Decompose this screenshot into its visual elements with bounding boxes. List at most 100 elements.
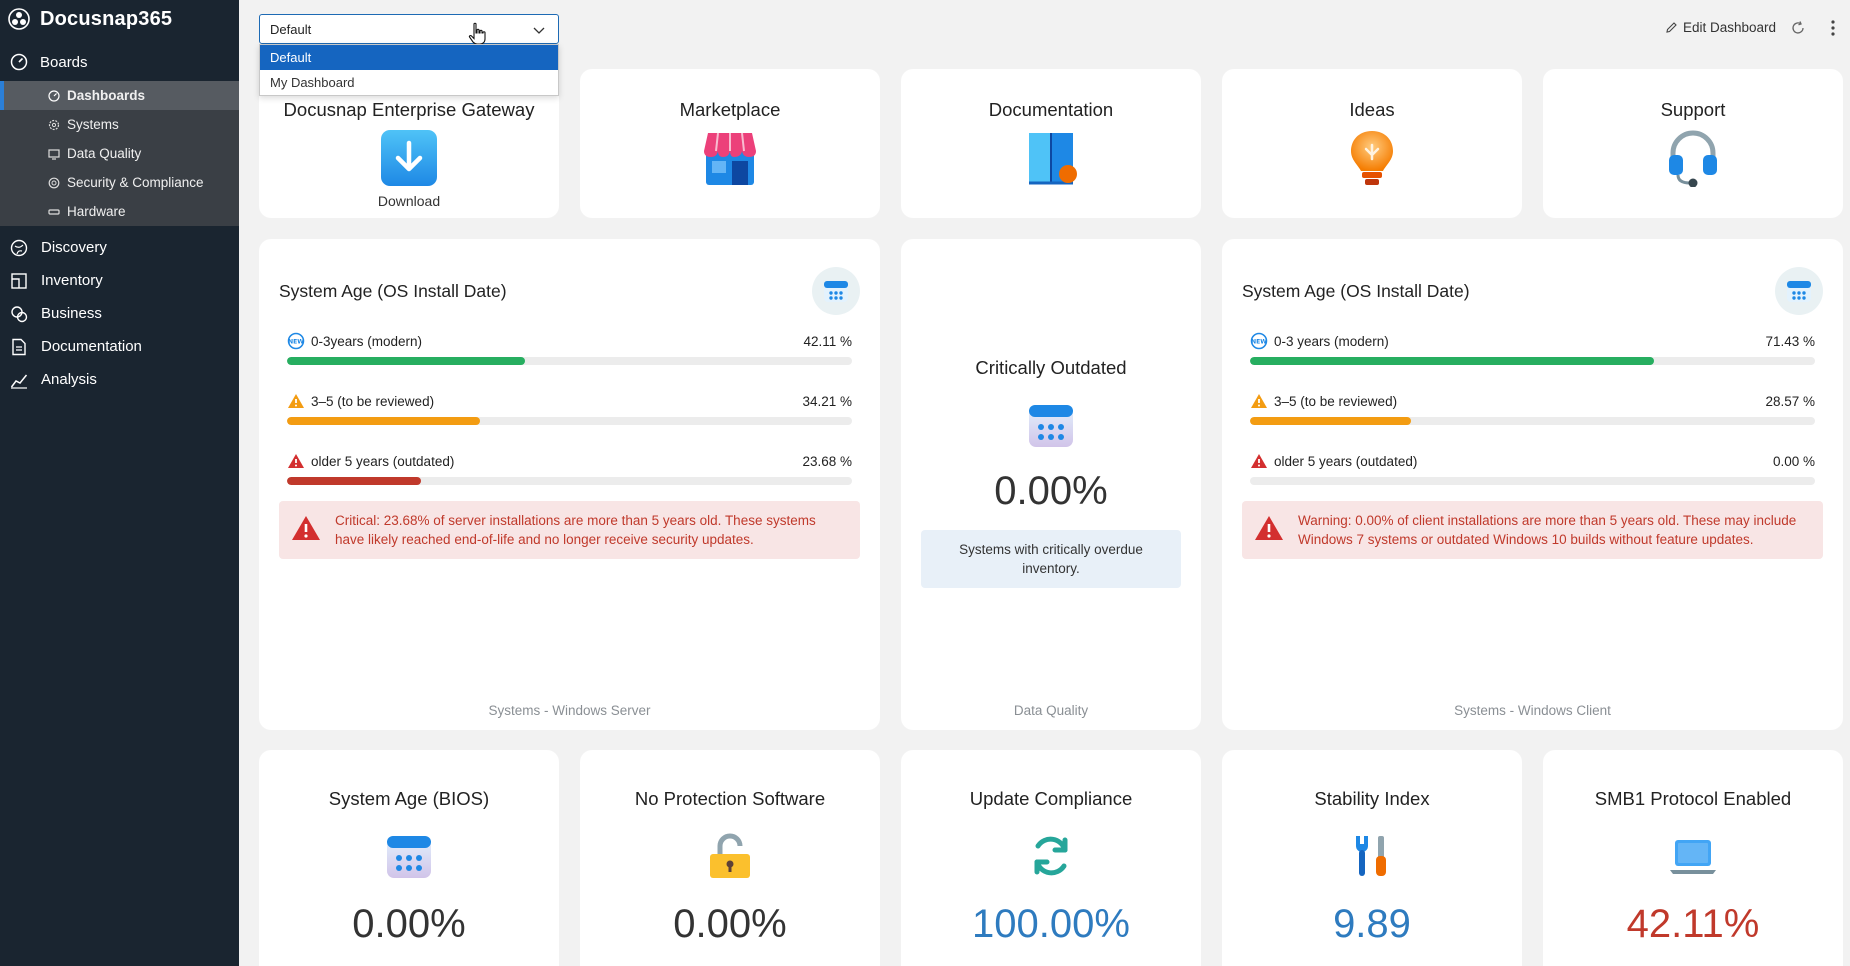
age-row-label: 3–5 (to be reviewed) [311, 393, 435, 409]
card-support[interactable]: Support [1543, 69, 1843, 218]
age-row-label: 0-3years (modern) [311, 333, 423, 349]
card-title: System Age (OS Install Date) [1242, 280, 1470, 301]
chart-line-icon [10, 374, 28, 389]
kpi-value: 0.00% [673, 902, 787, 946]
card-title: Stability Index [1314, 788, 1430, 809]
progress-fill [287, 477, 421, 485]
card-title: Support [1660, 99, 1726, 120]
globe-icon [10, 239, 28, 256]
age-row-value: 34.21 % [802, 393, 852, 409]
card-kpi-no-protection: No Protection Software 0.00% [580, 750, 880, 966]
new-badge-icon: NEW [287, 332, 305, 350]
store-icon [704, 132, 756, 185]
info-box: Systems with critically overdue inventor… [921, 530, 1181, 588]
card-title: SMB1 Protocol Enabled [1594, 788, 1792, 809]
progress-track [1250, 357, 1815, 365]
card-kpi-stability-index: Stability Index 9.89 [1222, 750, 1522, 966]
subnav-dashboards[interactable]: Dashboards [0, 81, 239, 110]
calendar-icon [824, 281, 848, 302]
age-row-review: 3–5 (to be reviewed) 28.57 % [1250, 391, 1815, 425]
critical-alert: Critical: 23.68% of server installations… [279, 501, 860, 559]
edit-dashboard-button[interactable]: Edit Dashboard [1665, 20, 1776, 35]
dropdown-option-my-dashboard[interactable]: My Dashboard [270, 75, 355, 90]
card-header: System Age (OS Install Date) [1242, 267, 1823, 315]
alert-text: Critical: 23.68% of server installations… [335, 513, 816, 547]
subnav-systems[interactable]: Systems [0, 110, 239, 139]
tools-icon [1356, 836, 1386, 876]
age-row-label: 3–5 (to be reviewed) [1274, 393, 1398, 409]
dropdown-option-default[interactable]: Default [260, 45, 558, 70]
alert-text: Warning: 0.00% of client installations a… [1298, 513, 1797, 547]
chevron-down-icon [533, 27, 545, 34]
card-title: System Age (OS Install Date) [279, 280, 507, 301]
kpi-value: 9.89 [1333, 902, 1411, 946]
hardware-icon [48, 208, 60, 215]
card-header: System Age (OS Install Date) [279, 267, 860, 315]
nav-label: Business [41, 305, 102, 322]
subnav-security[interactable]: Security & Compliance [0, 168, 239, 197]
subnav-data-quality[interactable]: Data Quality [0, 139, 239, 168]
nav-inventory[interactable]: Inventory [0, 264, 239, 297]
card-ideas[interactable]: Ideas [1222, 69, 1522, 218]
nav-documentation[interactable]: Documentation [0, 330, 239, 363]
more-options-icon[interactable] [1830, 19, 1836, 37]
card-footer[interactable]: Systems - Windows Client [1454, 703, 1611, 718]
svg-text:NEW: NEW [288, 339, 304, 346]
padlock-open-icon [710, 833, 750, 878]
download-link[interactable]: Download [377, 193, 441, 209]
boards-subnav: Dashboards Systems Data Quality Security… [0, 81, 239, 226]
nav-analysis[interactable]: Analysis [0, 363, 239, 396]
kpi-value: 42.11% [1626, 902, 1760, 946]
age-row-modern: NEW 0-3years (modern) 42.11 % [287, 331, 852, 365]
nav-business[interactable]: Business [0, 297, 239, 330]
screen-icon [48, 148, 60, 160]
subnav-label: Dashboards [67, 88, 146, 103]
dashboard-select[interactable]: Default [259, 14, 559, 44]
card-server-age: System Age (OS Install Date) NEW 0-3year… [259, 239, 880, 730]
age-row-value: 0.00 % [1772, 453, 1815, 469]
warning-icon [288, 394, 304, 408]
subnav-label: Hardware [67, 204, 126, 219]
card-marketplace[interactable]: Marketplace [580, 69, 880, 218]
card-title: Ideas [1349, 99, 1395, 120]
calendar-icon [387, 836, 431, 878]
nav-label: Discovery [41, 239, 107, 256]
calendar-icon [1787, 281, 1811, 302]
subnav-label: Security & Compliance [67, 175, 204, 190]
document-icon [12, 338, 26, 355]
card-footer[interactable]: Data Quality [1013, 703, 1089, 718]
subnav-hardware[interactable]: Hardware [0, 197, 239, 226]
business-icon [11, 305, 28, 322]
sidebar: Docusnap365 Boards Dashboards Systems Da… [0, 0, 239, 966]
subnav-label: Data Quality [67, 146, 142, 161]
card-documentation[interactable]: Documentation [901, 69, 1201, 218]
nav-discovery[interactable]: Discovery [0, 231, 239, 264]
download-icon [381, 130, 437, 186]
age-row-modern: NEW 0-3 years (modern) 71.43 % [1250, 331, 1815, 365]
docusnap-logo-icon [8, 8, 30, 30]
calendar-badge [1775, 267, 1823, 315]
age-row-outdated: older 5 years (outdated) 0.00 % [1250, 451, 1815, 485]
card-kpi-update-compliance: Update Compliance 100.00% [901, 750, 1201, 966]
progress-track [287, 357, 852, 365]
age-row-label: older 5 years (outdated) [311, 453, 455, 469]
nav-label: Documentation [41, 338, 142, 355]
calendar-badge [812, 267, 860, 315]
card-title: Documentation [988, 99, 1114, 120]
kpi-value: 0.00% [352, 902, 466, 946]
card-title: Update Compliance [969, 788, 1133, 809]
kpi-value: 100.00% [972, 902, 1130, 946]
inventory-icon [11, 272, 27, 289]
card-title: No Protection Software [634, 788, 826, 809]
dashboard-dropdown: Default My Dashboard [259, 44, 559, 96]
card-footer[interactable]: Systems - Windows Server [488, 703, 651, 718]
headset-icon [1669, 130, 1717, 187]
refresh-icon[interactable] [1790, 20, 1806, 36]
nav-boards[interactable]: Boards [0, 50, 239, 74]
brand[interactable]: Docusnap365 [0, 0, 239, 38]
progress-fill [1250, 357, 1654, 365]
nav-boards-label: Boards [40, 53, 88, 71]
dashboard-select-value: Default [270, 21, 312, 37]
gauge-icon [10, 53, 28, 71]
warning-alert: Warning: 0.00% of client installations a… [1242, 501, 1823, 559]
